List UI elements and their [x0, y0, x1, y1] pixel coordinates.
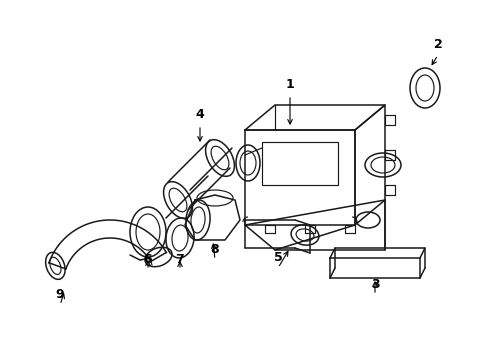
Text: 6: 6 — [143, 253, 152, 266]
Text: 5: 5 — [273, 251, 282, 264]
Text: 9: 9 — [56, 288, 64, 301]
Text: 3: 3 — [370, 278, 379, 291]
Text: 7: 7 — [175, 253, 184, 266]
Text: 8: 8 — [210, 243, 219, 256]
Text: 2: 2 — [433, 38, 442, 51]
Text: 1: 1 — [285, 78, 294, 91]
Text: 4: 4 — [195, 108, 204, 121]
